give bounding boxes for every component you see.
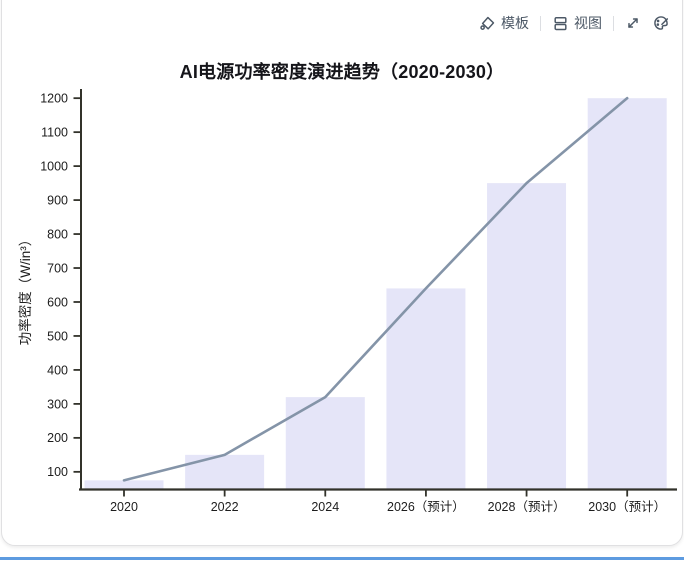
theme-button[interactable] bbox=[652, 14, 670, 32]
view-icon bbox=[552, 15, 569, 32]
y-tick-label: 1200 bbox=[40, 92, 68, 106]
toolbar-divider bbox=[540, 15, 541, 31]
x-tick-label: 2030（预计） bbox=[588, 500, 666, 514]
trend-line bbox=[122, 96, 629, 482]
y-tick-label: 600 bbox=[47, 295, 68, 309]
x-tick-label: 2022 bbox=[211, 500, 239, 514]
y-tick-label: 400 bbox=[47, 363, 68, 377]
bottom-accent-bar bbox=[0, 557, 684, 560]
template-button-label: 模板 bbox=[501, 15, 529, 31]
chart-title: AI电源功率密度演进趋势（2020-2030） bbox=[179, 62, 505, 82]
x-tick-label: 2024 bbox=[311, 500, 339, 514]
y-tick-label: 300 bbox=[47, 397, 68, 411]
bar-2030（预计） bbox=[587, 98, 667, 490]
x-tick-label: 2028（预计） bbox=[488, 500, 566, 514]
expand-icon bbox=[625, 15, 641, 31]
y-tick-label: 900 bbox=[47, 193, 68, 207]
bar-2024 bbox=[285, 397, 365, 490]
bar-2028（预计） bbox=[487, 183, 567, 490]
power-density-chart: 100 200 300 400 500 600 700 800 900 1000 1100 1200 2… bbox=[17, 89, 677, 514]
chart-toolbar: 模板 视图 bbox=[479, 13, 670, 33]
y-tick-label: 200 bbox=[47, 431, 68, 445]
y-axis-title: 功率密度（W/in³） bbox=[17, 233, 33, 346]
x-tick-label: 2020 bbox=[110, 500, 138, 514]
toolbar-divider bbox=[613, 15, 614, 31]
x-tick-label: 2026（预计） bbox=[387, 500, 465, 514]
y-tick-label: 700 bbox=[47, 261, 68, 275]
y-tick-label: 100 bbox=[47, 465, 68, 479]
template-icon bbox=[479, 15, 496, 32]
y-tick-label: 500 bbox=[47, 329, 68, 343]
bar-2022 bbox=[185, 454, 265, 490]
y-tick-label: 1000 bbox=[40, 159, 68, 173]
y-tick-label: 1100 bbox=[41, 126, 68, 140]
palette-icon bbox=[652, 14, 670, 32]
view-button-label: 视图 bbox=[574, 15, 602, 31]
view-button[interactable]: 视图 bbox=[552, 13, 602, 33]
bar-2026（预计） bbox=[386, 288, 466, 490]
expand-button[interactable] bbox=[625, 15, 641, 31]
bar-2020 bbox=[84, 480, 164, 490]
y-tick-label: 800 bbox=[47, 227, 68, 241]
template-button[interactable]: 模板 bbox=[479, 13, 529, 33]
